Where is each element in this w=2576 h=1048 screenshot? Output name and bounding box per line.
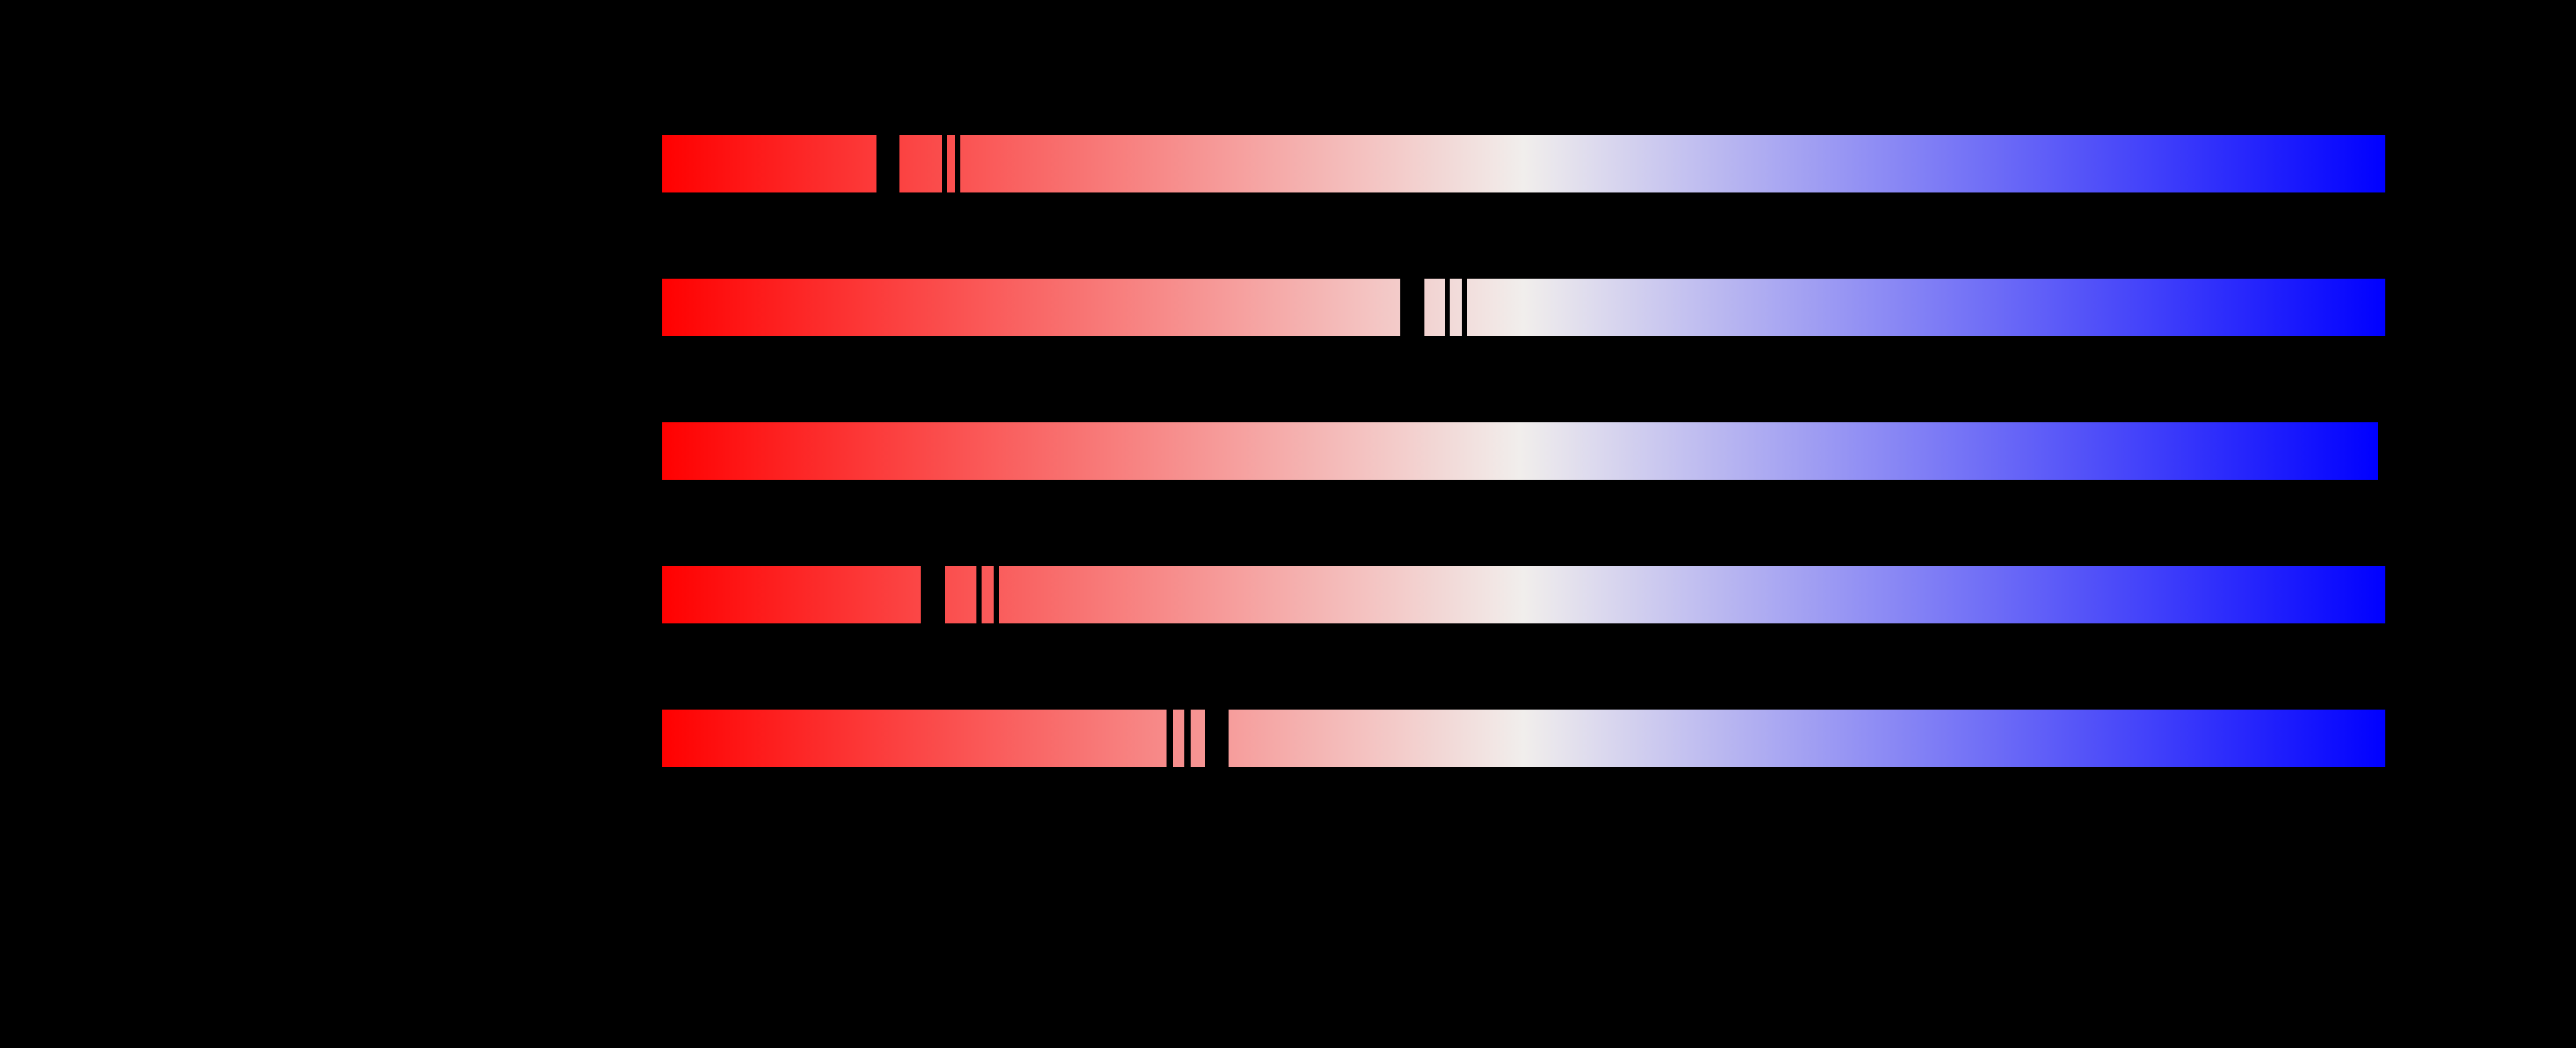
event-tick-gap	[1167, 710, 1173, 767]
gradient-bar-row-4	[662, 710, 2385, 767]
event-tick-gap	[1205, 710, 1229, 767]
event-tick-gap	[942, 135, 947, 192]
gradient-bar-row-3	[662, 566, 2385, 623]
event-tick-gap	[921, 566, 945, 623]
gradient-bar-row-2	[662, 422, 2378, 480]
event-tick-gap	[994, 566, 999, 623]
event-tick-gap	[976, 566, 982, 623]
event-tick-gap	[1462, 279, 1467, 336]
event-tick-gap	[1184, 710, 1191, 767]
event-tick-gap	[955, 135, 960, 192]
event-tick-gap	[1400, 279, 1424, 336]
event-tick-gap	[1445, 279, 1450, 336]
gradient-bar-row-1	[662, 279, 2385, 336]
event-tick-gap	[876, 135, 899, 192]
gradient-bar-row-0	[662, 135, 2385, 192]
